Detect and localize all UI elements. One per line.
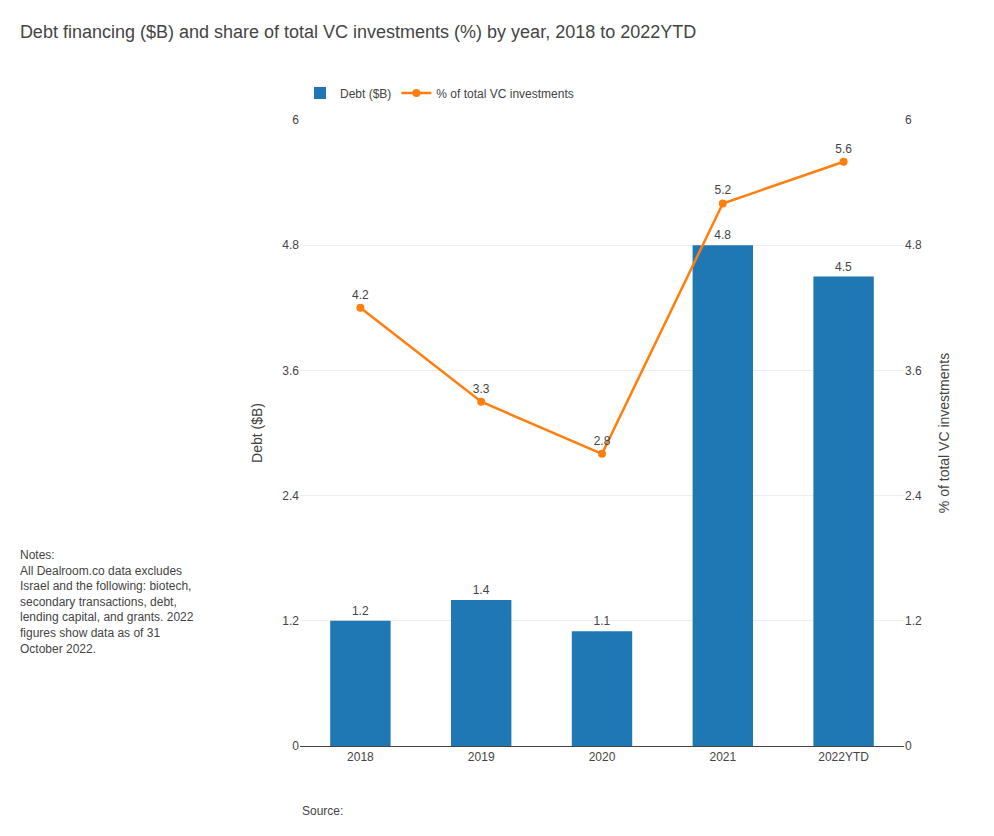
svg-text:1.4: 1.4 bbox=[473, 583, 490, 597]
svg-text:4.8: 4.8 bbox=[905, 238, 922, 252]
svg-text:Source:: Source: bbox=[302, 804, 343, 818]
svg-text:4.8: 4.8 bbox=[282, 238, 299, 252]
svg-text:4.8: 4.8 bbox=[714, 228, 731, 242]
svg-text:1.2: 1.2 bbox=[352, 604, 369, 618]
svg-text:Debt ($B): Debt ($B) bbox=[249, 403, 265, 463]
svg-text:5.6: 5.6 bbox=[835, 142, 852, 156]
svg-text:2021: 2021 bbox=[709, 750, 736, 764]
svg-text:0: 0 bbox=[292, 739, 299, 753]
svg-text:2018: 2018 bbox=[347, 750, 374, 764]
svg-text:1.2: 1.2 bbox=[282, 614, 299, 628]
svg-text:2.4: 2.4 bbox=[905, 489, 922, 503]
svg-text:2.8: 2.8 bbox=[594, 434, 611, 448]
svg-text:2020: 2020 bbox=[589, 750, 616, 764]
svg-text:6: 6 bbox=[905, 113, 912, 127]
svg-text:Debt financing ($B) and share: Debt financing ($B) and share of total V… bbox=[20, 22, 696, 42]
svg-text:4.2: 4.2 bbox=[352, 288, 369, 302]
svg-text:2019: 2019 bbox=[468, 750, 495, 764]
svg-text:0: 0 bbox=[905, 739, 912, 753]
svg-text:Notes:All Dealroom.co data exc: Notes:All Dealroom.co data excludesIsrae… bbox=[20, 548, 194, 656]
svg-text:4.5: 4.5 bbox=[835, 260, 852, 274]
svg-text:1.2: 1.2 bbox=[905, 614, 922, 628]
svg-text:3.3: 3.3 bbox=[473, 382, 490, 396]
svg-text:5.2: 5.2 bbox=[714, 183, 731, 197]
svg-text:3.6: 3.6 bbox=[282, 364, 299, 378]
svg-text:3.6: 3.6 bbox=[905, 364, 922, 378]
svg-text:6: 6 bbox=[292, 113, 299, 127]
svg-text:2022YTD: 2022YTD bbox=[818, 750, 869, 764]
svg-text:% of total VC investments: % of total VC investments bbox=[436, 87, 573, 101]
svg-text:1.1: 1.1 bbox=[593, 614, 610, 628]
svg-text:2.4: 2.4 bbox=[282, 489, 299, 503]
svg-text:% of total VC investments: % of total VC investments bbox=[936, 353, 952, 513]
svg-text:Debt ($B): Debt ($B) bbox=[340, 87, 391, 101]
